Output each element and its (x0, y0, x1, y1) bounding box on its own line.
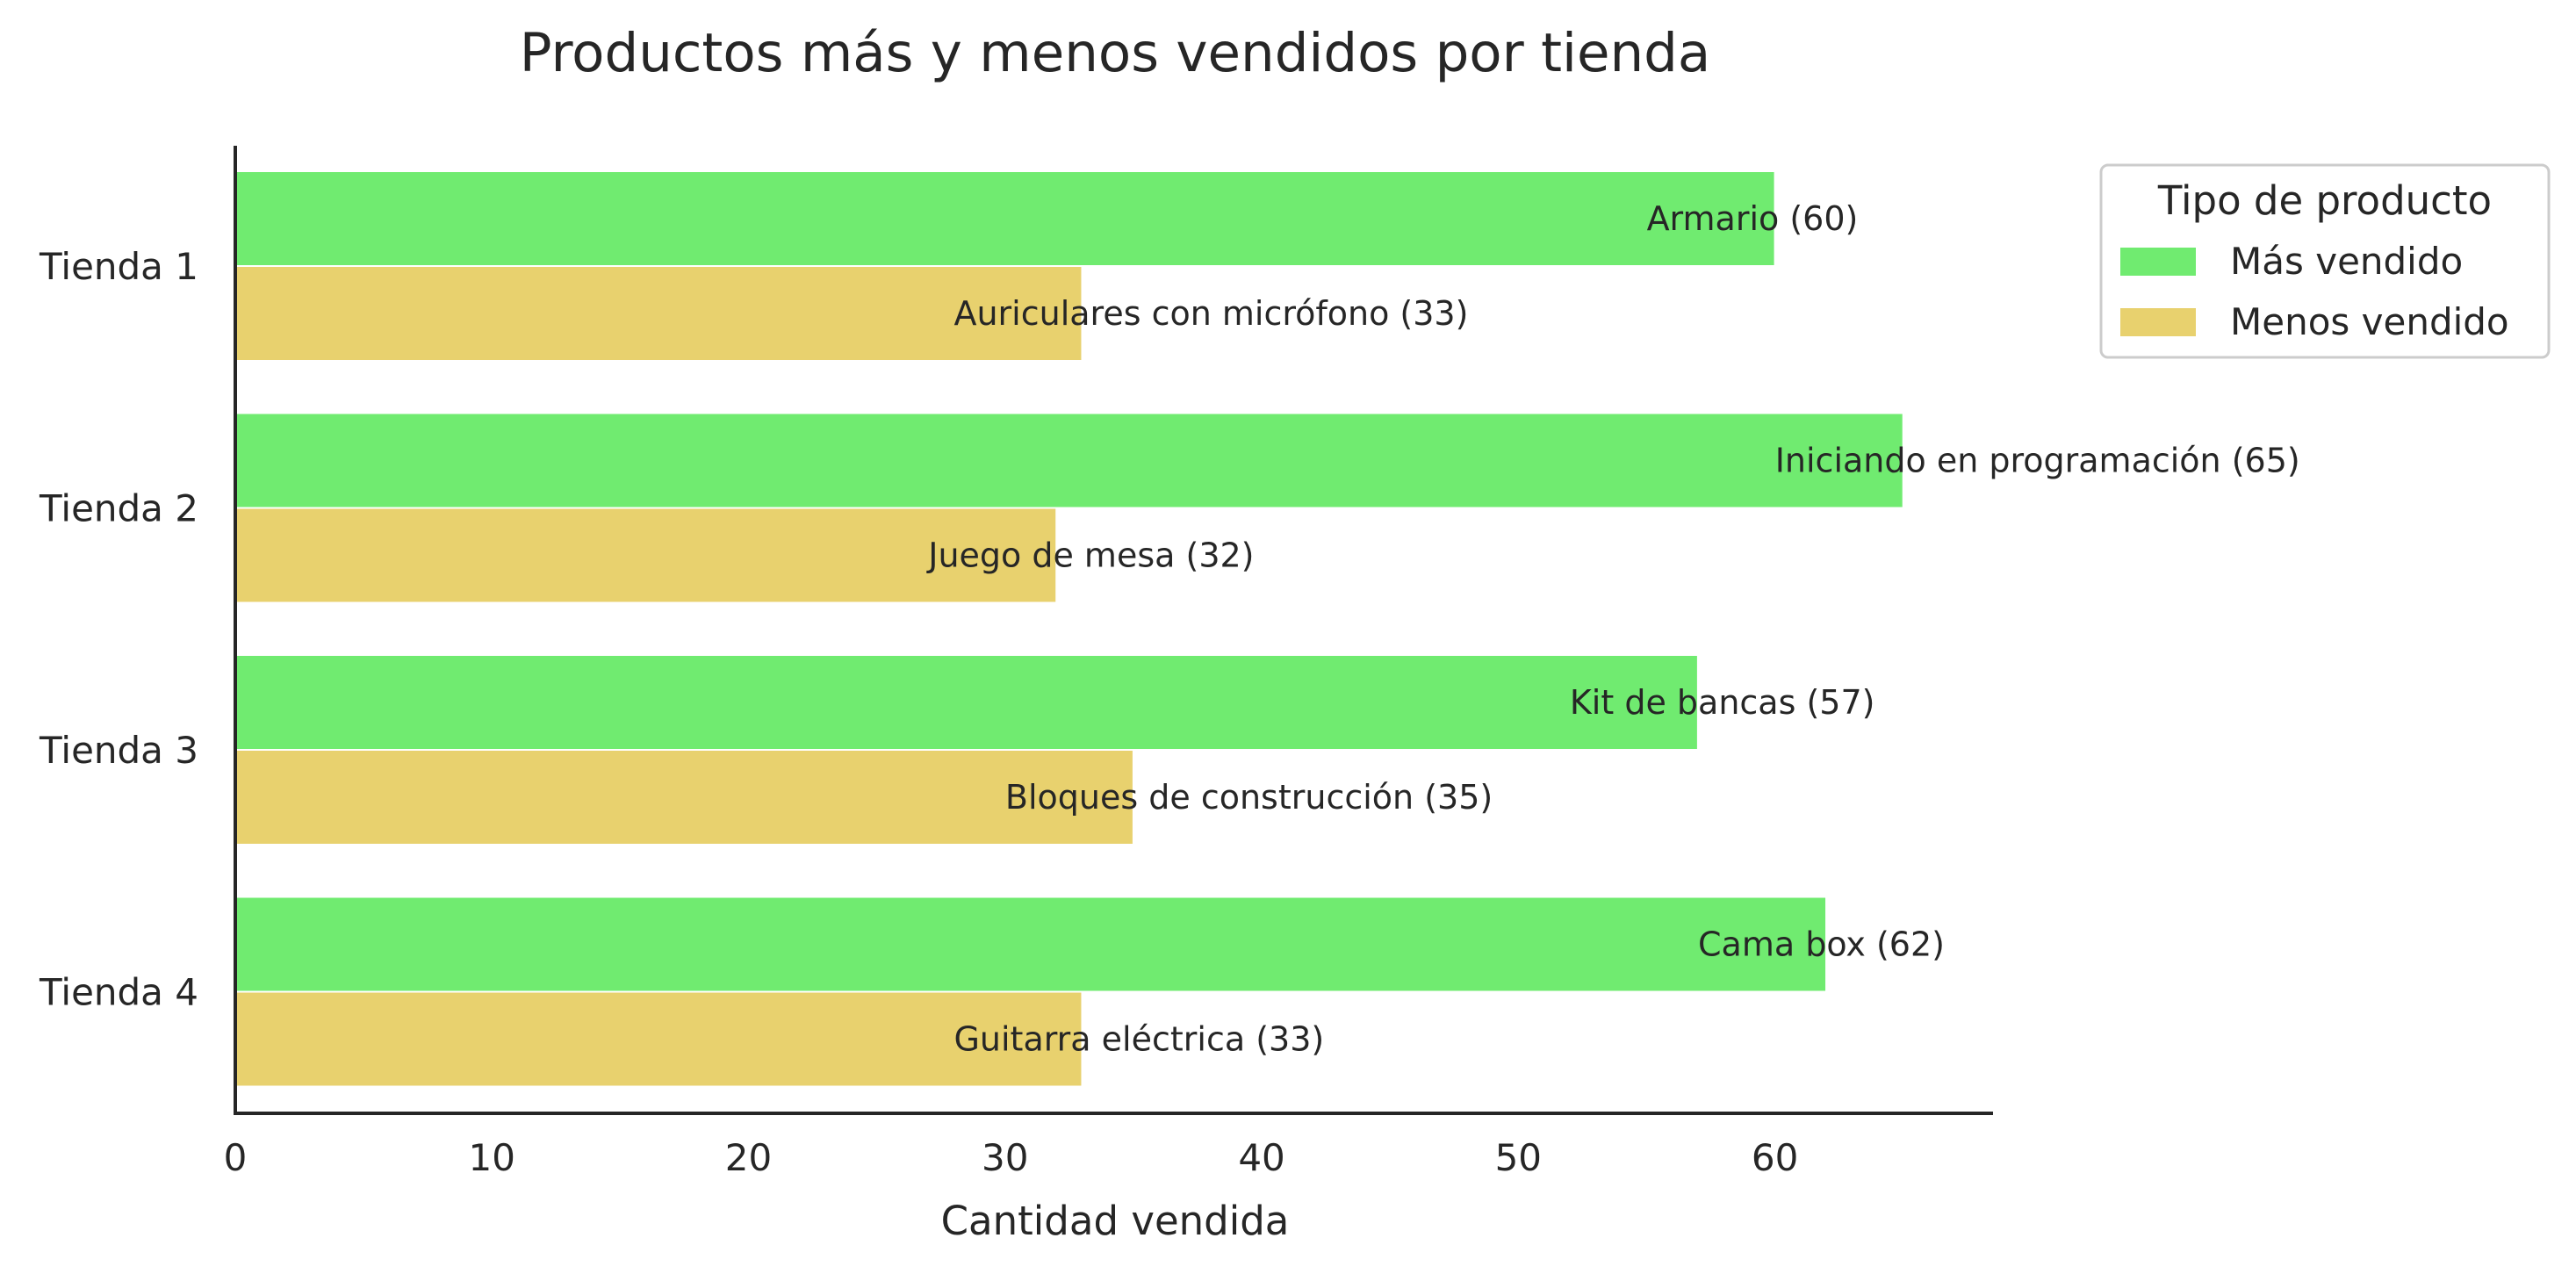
x-tick-label-50: 50 (1495, 1136, 1542, 1179)
bar-tienda-1-menos-vendido (234, 265, 1083, 362)
x-tick-label-10: 10 (469, 1136, 515, 1179)
x-tick-label-30: 30 (982, 1136, 1028, 1179)
legend-frame (2099, 163, 2551, 359)
y-tick-label-tienda-3: Tienda 3 (39, 729, 198, 772)
x-tick-label-0: 0 (224, 1136, 248, 1179)
y-tick-label-tienda-1: Tienda 1 (39, 245, 198, 288)
x-axis-label: Cantidad vendida (941, 1198, 1290, 1244)
bar-tienda-2-mas-vendido (234, 412, 1904, 509)
legend-swatch-menos-vendido (2120, 308, 2196, 336)
bar-label-tienda-3-mas-vendido: Kit de bancas (57) (1570, 683, 1875, 722)
y-tick-label-tienda-2: Tienda 2 (39, 487, 198, 530)
legend-swatch-mas-vendido (2120, 248, 2196, 276)
bar-tienda-2-menos-vendido (234, 507, 1058, 604)
bars-group (234, 170, 1904, 1088)
y-ticks-group: Tienda 1 Tienda 2 Tienda 3 Tienda 4 (39, 245, 198, 1014)
legend: Tipo de producto Más vendido Menos vendi… (2099, 163, 2551, 359)
x-ticks-group: 0 10 20 30 40 50 60 (224, 1136, 1799, 1179)
x-tick-label-40: 40 (1238, 1136, 1284, 1179)
chart-title: Productos más y menos vendidos por tiend… (520, 22, 1711, 84)
legend-label-mas-vendido: Más vendido (2230, 240, 2463, 283)
legend-label-menos-vendido: Menos vendido (2230, 300, 2509, 343)
bar-label-tienda-1-menos-vendido: Auriculares con micrófono (33) (953, 294, 1468, 333)
bar-label-tienda-1-mas-vendido: Armario (60) (1647, 199, 1859, 238)
x-tick-label-60: 60 (1752, 1136, 1798, 1179)
bar-tienda-3-mas-vendido (234, 654, 1699, 751)
bar-label-tienda-2-menos-vendido: Juego de mesa (32) (926, 536, 1254, 575)
bar-labels-group: Armario (60) Auriculares con micrófono (3… (926, 199, 2299, 1059)
legend-title: Tipo de producto (2157, 177, 2492, 224)
y-tick-label-tienda-4: Tienda 4 (39, 971, 198, 1014)
bar-tienda-3-menos-vendido (234, 749, 1134, 846)
bar-label-tienda-4-mas-vendido: Cama box (62) (1698, 925, 1945, 964)
bar-tienda-4-mas-vendido (234, 896, 1828, 993)
bar-tienda-1-mas-vendido (234, 170, 1776, 267)
bar-label-tienda-4-menos-vendido: Guitarra eléctrica (33) (953, 1020, 1324, 1059)
bar-label-tienda-2-mas-vendido: Iniciando en programación (65) (1775, 442, 2300, 480)
bar-label-tienda-3-menos-vendido: Bloques de construcción (35) (1005, 778, 1493, 817)
x-tick-label-20: 20 (725, 1136, 772, 1179)
